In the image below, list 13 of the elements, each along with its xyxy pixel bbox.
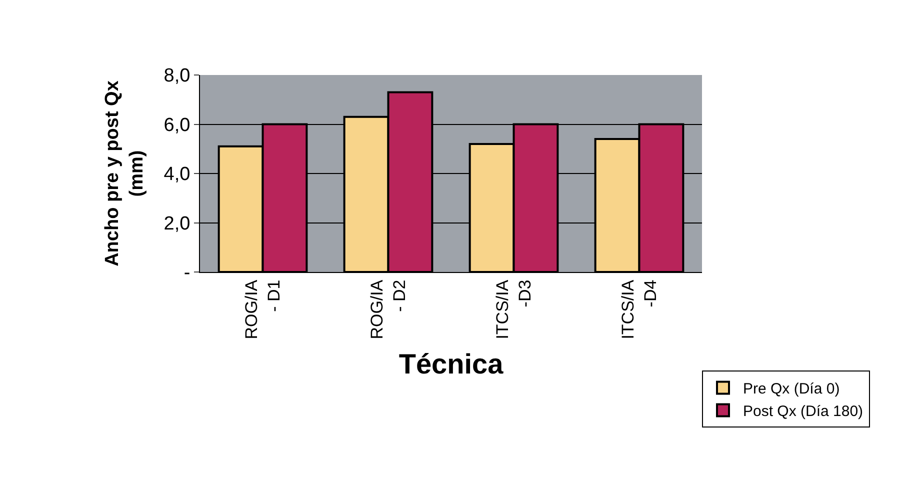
y-tick-label: 6,0 <box>164 114 190 136</box>
legend-label: Pre Qx (Día 0) <box>743 380 840 398</box>
x-tick-label: ROG/IA - D2 <box>368 279 409 340</box>
x-tick-label: ROG/IA - D1 <box>242 279 284 340</box>
y-tick-label: - <box>184 262 190 284</box>
x-tick-label: ITCS/IA -D3 <box>493 279 534 340</box>
x-axis-title: Técnica <box>398 348 504 380</box>
y-axis-title: Ancho pre y post Qx (mm) <box>102 80 148 266</box>
y-tick-label: 4,0 <box>164 164 190 186</box>
y-tick-label: 2,0 <box>164 213 190 234</box>
x-tick-label: ITCS/IA -D4 <box>618 279 660 340</box>
y-tick-label: 8,0 <box>164 66 190 87</box>
legend-label: Post Qx (Día 180) <box>743 403 864 420</box>
